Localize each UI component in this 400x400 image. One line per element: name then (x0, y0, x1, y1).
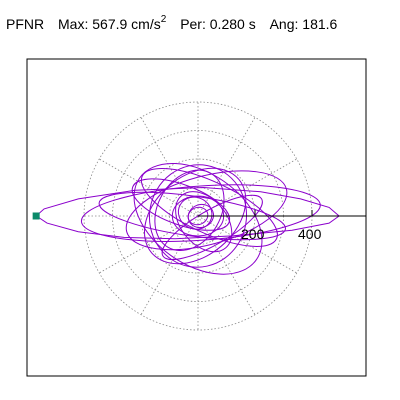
orbit-traces (35, 162, 340, 275)
per-value: 0.280 s (209, 16, 256, 32)
max-label: Max: (58, 16, 89, 32)
orbit-loop-5 (140, 167, 278, 247)
peak-marker (32, 212, 40, 220)
orbit-loop-4 (144, 167, 247, 265)
grid-spoke-8 (140, 215, 199, 315)
grid-spoke-11 (197, 215, 297, 274)
per-label: Per: (180, 16, 206, 32)
orbit-loop-12 (187, 206, 209, 226)
direction-axis (32, 210, 366, 220)
orbit-loop-14 (131, 178, 231, 231)
orbit-loop-7 (154, 169, 225, 252)
radial-tick-label-0: 200 (241, 226, 265, 242)
chart-header: PFNR Max: 567.9 cm/s2 Per: 0.280 s Ang: … (6, 14, 337, 32)
grid-spoke-7 (99, 215, 199, 274)
max-unit-exponent: 2 (160, 14, 167, 25)
orbit-loop-10 (177, 196, 213, 230)
grid-spoke-2 (197, 117, 256, 217)
station-code: PFNR (6, 16, 45, 32)
grid-spoke-4 (140, 117, 199, 217)
orbit-loop-13 (161, 194, 263, 261)
grid-spoke-5 (99, 158, 199, 217)
plot-frame (26, 58, 367, 377)
orbit-loop-2 (125, 170, 288, 251)
grid-spoke-10 (197, 215, 256, 315)
angle-label: Ang: 181.6 (269, 16, 338, 32)
max-value: 567.9 cm/s (92, 16, 161, 32)
radial-tick-label-1: 400 (298, 226, 322, 242)
orbit-loop-3 (133, 162, 263, 275)
radial-tick-labels: 200 400 (241, 226, 322, 242)
